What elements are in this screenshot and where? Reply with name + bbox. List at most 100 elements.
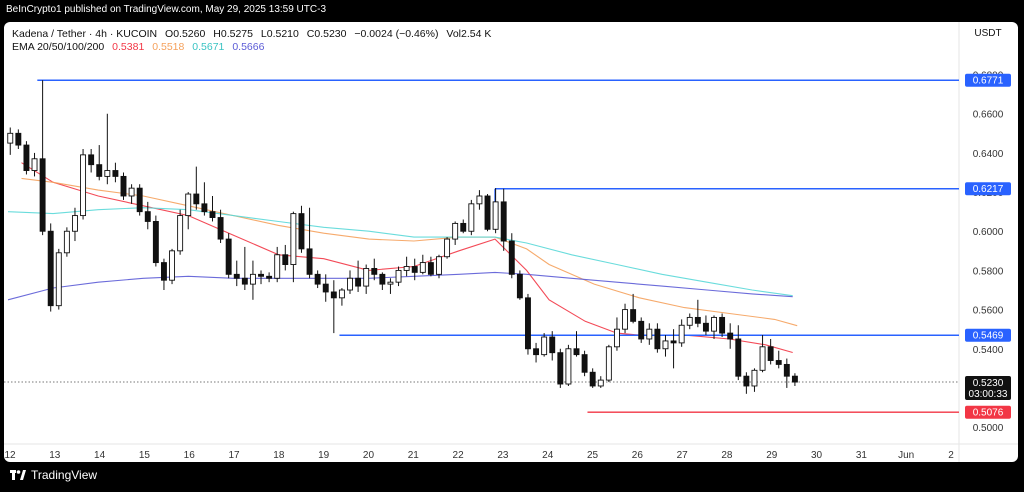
candle-body [525, 297, 531, 350]
candle-body [241, 277, 248, 285]
x-tick-label: 25 [587, 450, 599, 461]
candle [670, 329, 677, 369]
candle [549, 331, 556, 361]
candle [217, 209, 224, 243]
candle-body [646, 328, 653, 340]
candle [193, 166, 200, 210]
candle [201, 182, 208, 216]
x-tick-label: 24 [542, 450, 554, 461]
candle [371, 258, 378, 281]
candle-body [743, 375, 750, 387]
candle [759, 335, 766, 373]
x-tick-label: 17 [228, 450, 240, 461]
candle [347, 270, 353, 294]
candle-body [128, 187, 135, 197]
candle [484, 194, 491, 232]
candle-body [419, 262, 426, 273]
footer-brand: TradingView [31, 468, 98, 482]
candle [144, 201, 151, 230]
x-tick-label: Jun [898, 450, 914, 461]
y-tick-label: 0.5800 [973, 266, 1004, 277]
candle [678, 319, 685, 347]
candle [751, 368, 758, 392]
y-tick-label: 0.6000 [973, 227, 1004, 238]
candle [573, 331, 580, 357]
candle [338, 288, 345, 306]
candle-body [136, 187, 143, 213]
x-tick-label: 27 [677, 450, 689, 461]
candle-body [476, 195, 483, 205]
candle-body [258, 273, 264, 277]
candle [662, 335, 669, 357]
candle [783, 358, 790, 388]
candle-body [347, 277, 353, 291]
candle [727, 323, 734, 349]
candle [500, 188, 507, 251]
candle [274, 246, 281, 283]
x-tick-label: 21 [408, 450, 420, 461]
candle [80, 148, 87, 220]
candle-body [759, 346, 766, 371]
candle [775, 350, 782, 369]
ema-label: EMA 20/50/100/200 [12, 41, 105, 53]
candle-body [767, 346, 774, 361]
x-tick-label: 31 [856, 450, 868, 461]
candle-body [355, 277, 362, 287]
x-tick-label: 15 [139, 450, 151, 461]
candle [622, 303, 628, 334]
candle [306, 207, 313, 279]
symbol-header: Kadena / Tether · 4h · KUCOIN O0.5260 H0… [12, 28, 496, 40]
candle [387, 278, 394, 294]
candle [104, 113, 111, 185]
candle-body [403, 266, 410, 271]
candle-body [711, 316, 717, 332]
candle-body [144, 211, 151, 222]
price-badge [965, 376, 1011, 401]
ema-line [7, 207, 793, 297]
candle-body [387, 281, 394, 285]
candle [411, 258, 418, 281]
candle [120, 172, 127, 200]
candle [55, 248, 62, 310]
candle-body [338, 289, 345, 299]
candle [209, 195, 216, 222]
x-tick-label: 19 [318, 450, 330, 461]
candle-body [589, 371, 596, 387]
candle-body [274, 254, 281, 279]
price-badge-label: 0.5469 [973, 331, 1004, 342]
candle [460, 219, 467, 234]
chart-card: Kadena / Tether · 4h · KUCOIN O0.5260 H0… [4, 22, 1018, 462]
currency-label: USDT [974, 28, 1001, 39]
candle [630, 293, 637, 324]
symbol-line: Kadena / Tether · 4h · KUCOIN [12, 28, 158, 40]
candle [565, 344, 572, 386]
candle-body [249, 273, 256, 285]
candle-body [775, 360, 782, 365]
candle [249, 260, 256, 300]
y-tick-label: 0.5400 [973, 345, 1004, 356]
candle-body [233, 273, 240, 279]
candle-body [670, 340, 677, 344]
candle [557, 348, 564, 388]
candle-body [727, 332, 734, 340]
x-tick-label: 28 [721, 450, 733, 461]
candle-body [557, 352, 564, 385]
candle [128, 184, 135, 204]
candle [169, 248, 175, 285]
candle-body [395, 269, 402, 283]
candle [298, 205, 305, 253]
candle-body [630, 309, 637, 322]
candle-body [622, 309, 628, 330]
candle [427, 256, 434, 277]
candle [395, 266, 402, 287]
candle-body [39, 158, 46, 232]
candle-body [330, 291, 337, 299]
tradingview-footer: TradingView [10, 468, 97, 482]
candle-body [88, 154, 95, 166]
candle [322, 274, 329, 302]
candlestick-chart[interactable]: USDT0.50000.52000.54000.56000.58000.6000… [4, 22, 1018, 462]
candle [694, 299, 701, 328]
candle-body [541, 336, 548, 356]
candle-body [306, 248, 313, 275]
candle [290, 211, 297, 283]
